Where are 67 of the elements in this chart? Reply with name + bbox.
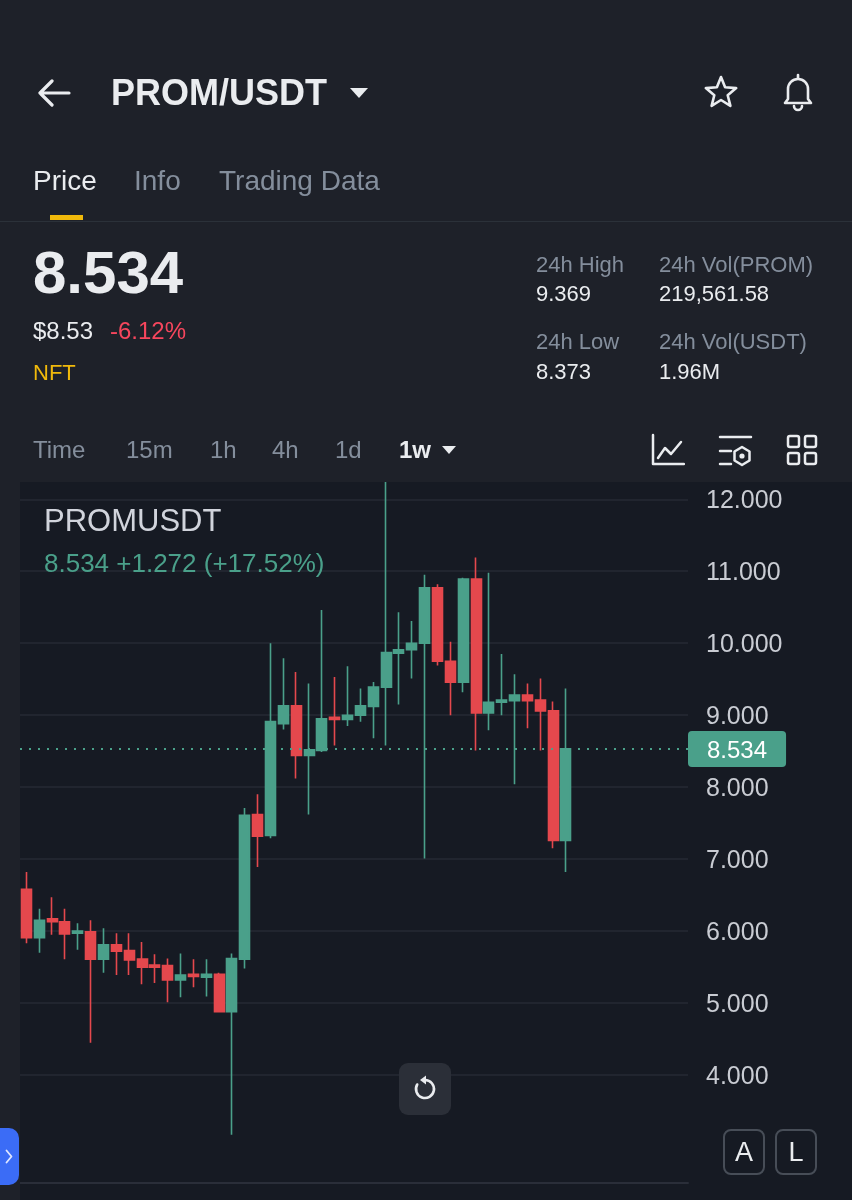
text: 1h (210, 435, 237, 465)
candlestick (405, 620, 418, 680)
candlestick (354, 687, 367, 723)
candlestick (20, 871, 33, 945)
text: NFT (33, 359, 76, 387)
candlestick (444, 640, 457, 716)
text: Price (33, 164, 97, 198)
button: A (723, 1129, 765, 1175)
y-tick-label: 4.000 (706, 1061, 769, 1090)
text: 8.534 (33, 238, 184, 308)
button: L (775, 1129, 817, 1175)
text: PROM/USDT (111, 71, 327, 115)
candlestick (97, 927, 110, 974)
text: -6.12% (110, 316, 187, 346)
candlestick (367, 681, 380, 740)
y-tick-label: 12.000 (706, 485, 783, 514)
text: 24h Vol(USDT) (659, 328, 807, 356)
candlestick (238, 807, 251, 970)
candlestick (174, 952, 187, 999)
text: 1d (335, 435, 362, 465)
text: PROMUSDT (44, 503, 222, 538)
y-tick-label: 8.000 (706, 773, 769, 802)
y-tick-label: 5.000 (706, 989, 769, 1018)
y-tick-label: 9.000 (706, 701, 769, 730)
y-tick-label: 6.000 (706, 917, 769, 946)
candlestick (470, 556, 483, 752)
candlestick (521, 682, 534, 729)
y-tick-label: 10.000 (706, 629, 783, 658)
text: 8.373 (536, 358, 592, 386)
y-tick-label: 11.000 (706, 557, 781, 586)
candlestick (290, 671, 303, 780)
y-tick-label: 7.000 (706, 845, 769, 874)
ref-line-label: 8.534 (707, 735, 768, 763)
candlestick (213, 972, 226, 1013)
candlestick (328, 676, 341, 747)
text: 8.534 +1.272 (+17.52%) (44, 548, 325, 578)
text: $8.53 (33, 316, 94, 346)
candlestick (187, 958, 200, 989)
candlestick (341, 665, 354, 727)
candlestick (33, 907, 46, 954)
candlestick (251, 793, 264, 868)
candlestick (431, 583, 444, 667)
candlestick (457, 576, 470, 693)
candlestick (200, 958, 213, 998)
candlestick (84, 919, 97, 1044)
text: Info (134, 164, 181, 198)
text: 1.96M (659, 358, 721, 386)
candlestick (547, 700, 560, 850)
candlestick (495, 653, 508, 716)
candlestick (123, 932, 136, 976)
text: 24h Vol(PROM) (659, 251, 814, 279)
text: 24h Low (536, 328, 620, 356)
text: 15m (126, 435, 173, 465)
text: 1w (399, 435, 432, 465)
candlestick (534, 677, 547, 752)
text: 24h High (536, 251, 625, 279)
text: 9.369 (536, 280, 592, 308)
candlestick (225, 952, 238, 1136)
text: Trading Data (219, 164, 380, 198)
candlestick (482, 571, 495, 732)
text: 4h (272, 435, 299, 465)
candlestick (277, 657, 290, 731)
text: Time (33, 435, 86, 465)
candlestick (110, 932, 123, 976)
candlestick (161, 957, 174, 1004)
candlestick (71, 922, 84, 951)
text: 219,561.58 (659, 280, 770, 308)
